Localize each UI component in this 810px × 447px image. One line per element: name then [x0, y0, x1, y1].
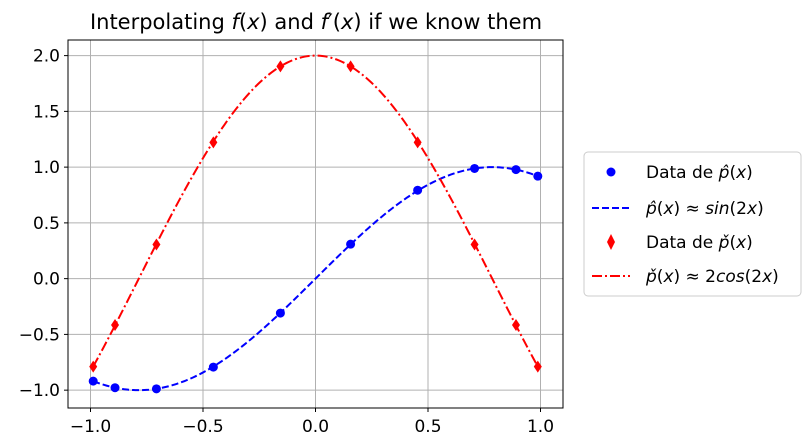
legend-frame	[583, 151, 802, 297]
y-tick-label: 0.0	[33, 270, 60, 290]
y-tick-label: 0.5	[33, 214, 60, 234]
data-point-circle	[208, 362, 218, 372]
series-line-1	[92, 166, 539, 392]
data-point-circle	[470, 163, 480, 173]
y-tick-label: 1.0	[33, 158, 60, 178]
data-point-diamond	[470, 238, 479, 251]
data-point-circle	[533, 171, 543, 181]
y-tick-label: −0.5	[19, 325, 60, 345]
legend-marker-diamond	[607, 234, 615, 250]
chart-title: Interpolating f(x) and f′(x) if we know …	[90, 10, 542, 34]
data-point-diamond	[511, 319, 520, 332]
plot-series	[88, 54, 543, 394]
data-point-diamond	[111, 319, 120, 332]
y-tick-label: 2.0	[33, 47, 60, 67]
data-point-diamond	[413, 136, 422, 149]
data-point-diamond	[533, 360, 542, 373]
x-tick-label: 1.0	[527, 417, 554, 437]
legend-marker-circle	[606, 167, 616, 177]
data-point-circle	[151, 384, 161, 394]
data-point-circle	[511, 165, 521, 175]
data-point-diamond	[346, 60, 355, 73]
data-point-diamond	[89, 360, 98, 373]
data-point-diamond	[152, 238, 161, 251]
y-tick-label: 1.5	[33, 102, 60, 122]
data-point-diamond	[276, 60, 285, 73]
data-point-diamond	[209, 136, 218, 149]
data-point-circle	[275, 308, 285, 318]
y-tick-label: −1.0	[19, 381, 60, 401]
data-point-circle	[88, 376, 98, 386]
legend: Data de p̂(x) p̂(x) ≈ sin(2x) Data de p̌…	[583, 151, 802, 297]
legend-label-data-p-hat: Data de p̂(x)	[646, 163, 753, 183]
series-line-3	[92, 54, 539, 368]
legend-label-cos: p̌(x) ≈ 2cos(2x)	[645, 267, 779, 287]
grid	[68, 40, 563, 408]
data-point-circle	[110, 383, 120, 393]
data-point-circle	[413, 185, 423, 195]
legend-label-data-p-check: Data de p̌(x)	[646, 233, 753, 253]
axis-ticks: −1.0 −0.5 0.0 0.5 1.0 −1.0 −0.5 0.0 0.5 1.0 1.5 2.0	[19, 47, 554, 437]
data-point-circle	[346, 239, 356, 249]
x-tick-label: 0.5	[414, 417, 441, 437]
x-tick-label: 0.0	[302, 417, 329, 437]
legend-label-sin: p̂(x) ≈ sin(2x)	[645, 199, 764, 219]
x-tick-label: −0.5	[182, 417, 223, 437]
x-tick-label: −1.0	[70, 417, 111, 437]
